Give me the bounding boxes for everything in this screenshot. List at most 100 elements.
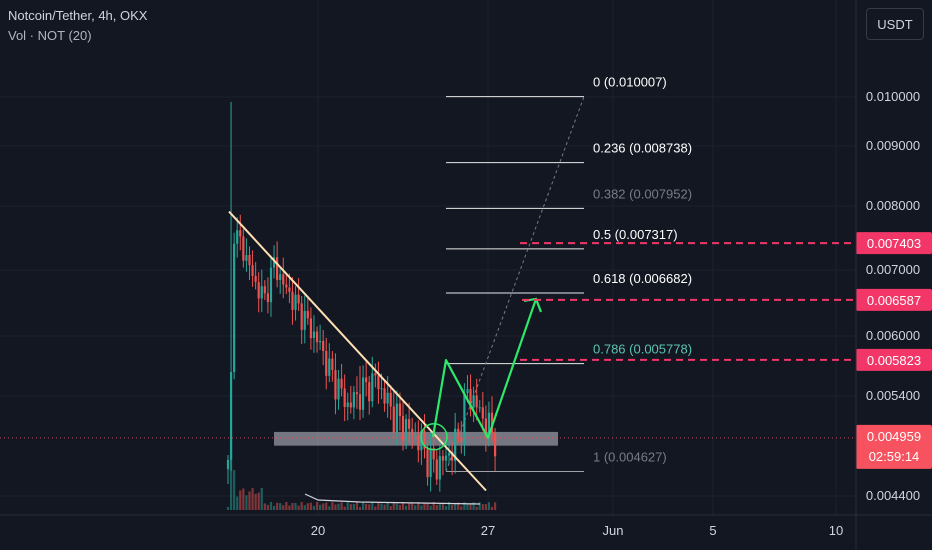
candle-body bbox=[478, 407, 481, 409]
volume-bar bbox=[481, 504, 484, 510]
target-price-label: 0.005823 bbox=[867, 353, 921, 368]
time-axis-label: 27 bbox=[481, 523, 495, 538]
price-axis-label: 0.004400 bbox=[866, 488, 920, 503]
volume-bar bbox=[309, 502, 312, 510]
candle-body bbox=[303, 310, 306, 330]
candle-body bbox=[349, 402, 352, 408]
candle-body bbox=[233, 243, 236, 373]
candle-body bbox=[352, 392, 355, 408]
volume-bar bbox=[263, 503, 266, 510]
volume-bar bbox=[233, 470, 236, 510]
candle-body bbox=[291, 291, 294, 310]
candle-body bbox=[254, 276, 257, 283]
volume-bar bbox=[490, 506, 494, 510]
candle-body bbox=[263, 286, 266, 294]
volume-bar bbox=[383, 504, 386, 510]
volume-bar bbox=[365, 503, 368, 510]
candle-body bbox=[383, 388, 386, 404]
candle-body bbox=[272, 257, 276, 268]
candle-body bbox=[257, 282, 260, 299]
candle-body bbox=[371, 373, 374, 402]
candle-body bbox=[444, 455, 448, 461]
volume-bar bbox=[239, 490, 242, 510]
volume-bar bbox=[355, 502, 359, 510]
volume-bar bbox=[266, 504, 270, 510]
volume-bar bbox=[469, 503, 472, 510]
candle-body bbox=[395, 403, 398, 433]
volume-bar bbox=[349, 504, 352, 510]
candle-body bbox=[472, 395, 475, 408]
candle-body bbox=[411, 428, 414, 436]
candle-body bbox=[226, 459, 230, 470]
candle-body bbox=[334, 370, 337, 400]
time-axis-label: 5 bbox=[709, 523, 716, 538]
volume-bar bbox=[325, 502, 328, 510]
candle-body bbox=[481, 407, 484, 419]
fib-level-label: 0.382 (0.007952) bbox=[593, 186, 692, 201]
price-axis-label: 0.006000 bbox=[866, 328, 920, 343]
fib-level-label: 1 (0.004627) bbox=[593, 450, 667, 465]
volume-bar bbox=[300, 502, 303, 510]
currency-button[interactable]: USDT bbox=[866, 8, 924, 40]
candle-body bbox=[426, 448, 429, 478]
candle-body bbox=[288, 287, 291, 292]
candle-body bbox=[328, 358, 331, 376]
candle-body bbox=[251, 265, 254, 277]
volume-bar bbox=[334, 504, 337, 510]
candle-body bbox=[269, 267, 273, 303]
fib-level-label: 0.5 (0.007317) bbox=[593, 227, 678, 242]
volume-bar bbox=[291, 502, 294, 510]
candle-body bbox=[401, 416, 405, 441]
candle-body bbox=[423, 430, 426, 449]
volume-bar bbox=[322, 503, 325, 510]
candle-body bbox=[414, 435, 417, 437]
target-price-tag bbox=[856, 288, 932, 311]
volume-bar bbox=[395, 503, 398, 510]
volume-bar bbox=[380, 503, 383, 510]
candle-body bbox=[457, 428, 460, 438]
candle-body bbox=[297, 294, 300, 304]
support-zone-box bbox=[274, 431, 558, 446]
downtrend-line bbox=[228, 210, 487, 492]
volume-bar bbox=[319, 504, 322, 510]
candle-body bbox=[475, 395, 478, 408]
candle-body bbox=[306, 310, 309, 319]
volume-bar bbox=[343, 506, 346, 510]
volume-bar bbox=[417, 502, 420, 510]
fib-level-label: 0.618 (0.006682) bbox=[593, 271, 692, 286]
price-axis-label: 0.005400 bbox=[866, 388, 920, 403]
volume-bar bbox=[457, 502, 460, 510]
candle-body bbox=[432, 447, 435, 460]
volume-bar bbox=[447, 502, 451, 510]
candle-body bbox=[463, 392, 466, 442]
candle-body bbox=[429, 447, 432, 478]
candle-body bbox=[493, 432, 497, 457]
volume-bar bbox=[279, 503, 282, 510]
volume-bar bbox=[245, 495, 248, 510]
target-price-label: 0.006587 bbox=[867, 293, 921, 308]
volume-bar bbox=[282, 505, 285, 510]
candle-body bbox=[484, 418, 487, 438]
volume-bar bbox=[276, 502, 279, 510]
candle-body bbox=[377, 375, 380, 390]
volume-bar bbox=[285, 502, 288, 510]
volume-bar bbox=[352, 504, 355, 510]
candle-body bbox=[239, 230, 242, 237]
fibonacci-retracement: 0 (0.010007) 0.236 (0.008738) 0.382 (0.007… bbox=[445, 75, 692, 473]
candle-body bbox=[417, 435, 420, 451]
candle-body bbox=[322, 340, 325, 351]
candle-body bbox=[331, 358, 334, 371]
candle-body bbox=[374, 373, 377, 376]
candle-body bbox=[490, 412, 494, 433]
volume-bar bbox=[312, 505, 316, 510]
volume-bar bbox=[306, 503, 309, 510]
candle-body bbox=[242, 236, 245, 261]
candle-body bbox=[294, 294, 297, 310]
candle-body bbox=[469, 389, 472, 408]
chart-grid bbox=[0, 0, 856, 515]
volume-bar bbox=[248, 491, 251, 510]
fib-level-label: 0 (0.010007) bbox=[593, 75, 667, 90]
candle-body bbox=[408, 419, 411, 429]
candle-body bbox=[312, 331, 316, 339]
